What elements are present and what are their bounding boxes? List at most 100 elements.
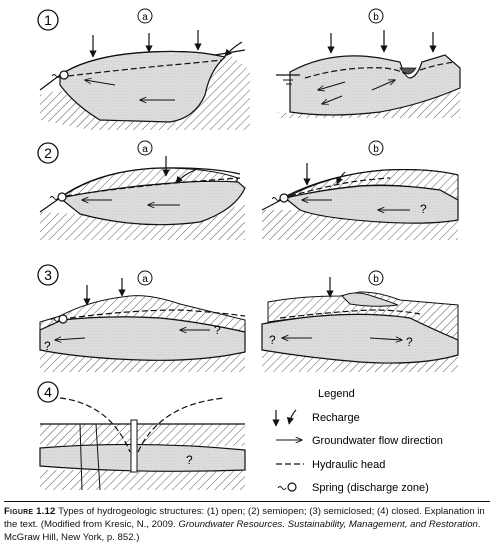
flow-arrow — [371, 80, 395, 91]
sub-label-b: b — [373, 144, 379, 155]
diagram-1b — [276, 30, 461, 118]
legend-title: Legend — [318, 388, 355, 400]
legend-label: Hydraulic head — [312, 459, 385, 471]
legend-item-recharge: Recharge — [272, 409, 360, 427]
legend-item-flow: Groundwater flow direction — [276, 435, 443, 447]
caption-text: Types of hydrogeologic structures: (1) o… — [4, 506, 485, 530]
spring-icon — [51, 74, 61, 78]
sub-label-circle — [368, 270, 384, 286]
hydraulic-head — [65, 177, 241, 197]
spring-icon — [287, 482, 297, 492]
flow-arrow — [85, 80, 116, 86]
panel-number: 3 — [44, 267, 52, 283]
sub-label-b: b — [373, 274, 379, 285]
flow-arrow — [55, 338, 86, 340]
diagram-3b: ? ? — [261, 277, 459, 372]
well — [130, 419, 138, 473]
lower-strata — [40, 470, 245, 490]
caption-text-end: . McGraw Hill, New York, p. 852.) — [4, 519, 481, 543]
legend-label: Spring (discharge zone) — [312, 482, 429, 494]
figure-caption: Figure 1.12 Types of hydrogeologic struc… — [4, 501, 490, 544]
panel-4: 4 ? — [37, 381, 246, 491]
panel-2: 2 a b ? — [37, 140, 459, 240]
unknown-mark: ? — [406, 335, 413, 349]
hydraulic-head — [69, 309, 246, 319]
panel-number: 2 — [44, 145, 52, 161]
unknown-mark: ? — [420, 202, 427, 216]
flow-arrow — [322, 95, 343, 104]
diagram-2a — [39, 156, 246, 240]
recharge-arrow — [336, 171, 346, 185]
bedrock — [262, 350, 458, 372]
sub-label-circle — [137, 270, 153, 286]
unknown-mark: ? — [269, 333, 276, 347]
unknown-mark: ? — [214, 323, 221, 337]
bedrock — [262, 210, 458, 240]
hydraulic-head — [67, 59, 223, 77]
stream — [399, 67, 417, 75]
diagram-1a — [39, 30, 250, 130]
panel-number-circle — [37, 9, 59, 31]
spring-icon — [279, 193, 289, 203]
panel-number-circle — [37, 264, 59, 286]
bedrock — [40, 55, 250, 130]
cone-of-depression — [59, 397, 226, 453]
sub-label-circle — [368, 140, 384, 156]
sub-label-a: a — [142, 144, 148, 155]
aquifer — [283, 184, 459, 224]
flow-arrow — [369, 338, 402, 340]
bedrock — [40, 350, 245, 372]
hydraulic-head — [279, 309, 421, 319]
panel-number-circle — [37, 381, 59, 403]
sub-label-circle — [368, 8, 384, 24]
recharge-arrow-icon — [286, 409, 297, 425]
spring-icon — [49, 196, 59, 200]
legend-label: Recharge — [312, 412, 360, 424]
spring-icon — [277, 486, 287, 490]
spring-icon — [59, 70, 69, 80]
panel-1: 1 a b — [37, 8, 461, 130]
spring-icon — [271, 197, 281, 201]
bedrock — [40, 200, 245, 240]
panel-number: 4 — [44, 384, 52, 400]
spring-icon — [50, 318, 60, 322]
legend: Legend Recharge Groundwater flow directi… — [272, 388, 443, 494]
sub-label-circle — [137, 140, 153, 156]
aquifer — [39, 443, 246, 472]
ground-surface — [261, 168, 459, 211]
figure-label: Figure 1.12 — [4, 506, 56, 517]
unknown-mark: ? — [44, 339, 51, 353]
flow-arrow — [318, 81, 346, 90]
spring-icon — [57, 192, 67, 202]
diagram-3a: ? ? — [39, 278, 246, 372]
hydrogeologic-structures-figure: 1 a b — [37, 8, 461, 494]
aquifer-outcrop — [341, 292, 399, 307]
diagram-4: ? — [39, 397, 246, 491]
legend-item-head: Hydraulic head — [276, 459, 385, 471]
diagram-2b: ? — [261, 163, 459, 240]
recharge-arrow — [224, 41, 243, 57]
legend-item-spring: Spring (discharge zone) — [277, 482, 429, 494]
unknown-mark: ? — [186, 453, 193, 467]
aquifer — [39, 316, 246, 361]
lake-waves — [283, 79, 293, 85]
recharge-arrow — [175, 169, 196, 184]
sub-label-a: a — [142, 12, 148, 23]
sub-label-circle — [137, 8, 153, 24]
panel-number: 1 — [44, 12, 52, 28]
panel-number-circle — [37, 142, 59, 164]
ground-surface — [39, 167, 241, 213]
sub-label-a: a — [142, 274, 148, 285]
fault-zone — [79, 423, 101, 491]
panel-3: 3 a b ? ? ? — [37, 264, 459, 372]
hydraulic-head — [289, 177, 391, 197]
spring-icon — [58, 314, 68, 324]
caption-book-title: Groundwater Resources. Sustainability, M… — [178, 519, 478, 530]
upper-strata — [40, 424, 245, 446]
hydraulic-head — [304, 61, 456, 79]
sub-label-b: b — [373, 12, 379, 23]
bedrock — [278, 88, 460, 118]
legend-label: Groundwater flow direction — [312, 435, 443, 447]
aquifer — [261, 313, 459, 364]
caption-rule — [4, 501, 490, 502]
